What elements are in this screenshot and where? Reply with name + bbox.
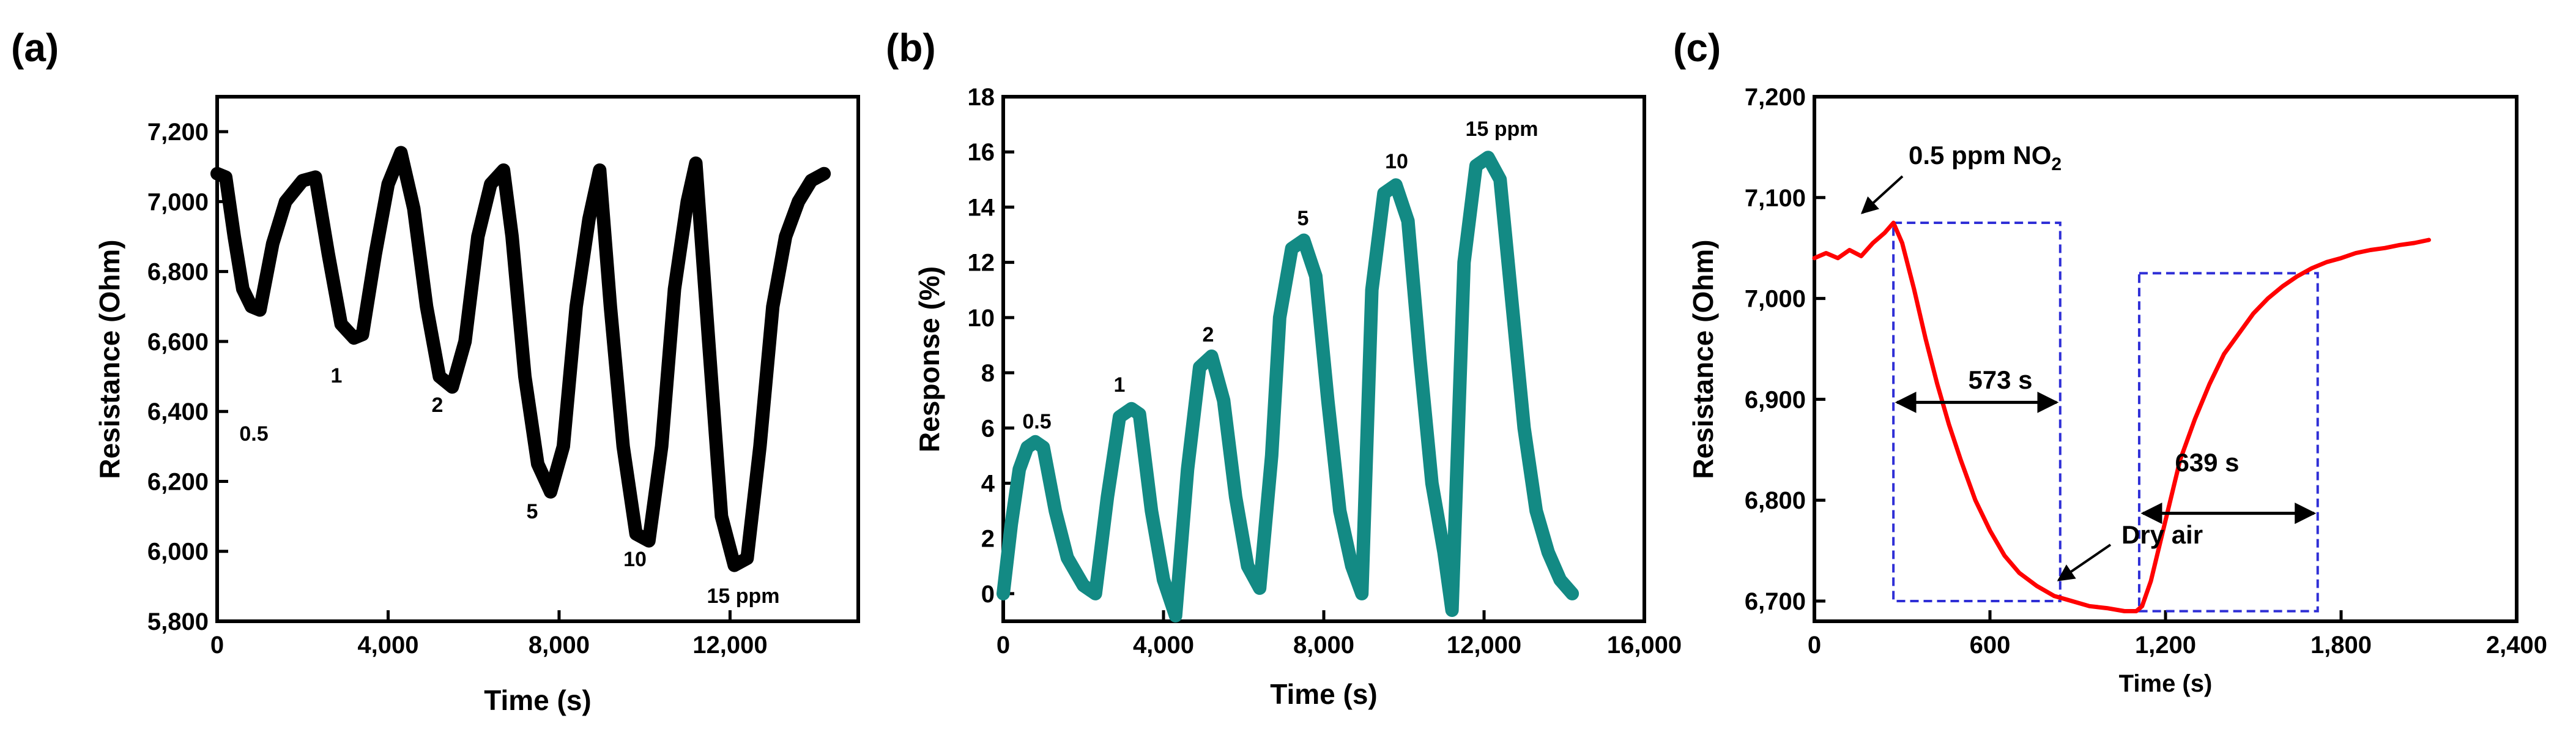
y-tick-label: 6,800 <box>1745 487 1806 514</box>
y-tick-label: 2 <box>981 526 995 553</box>
x-tick-label: 12,000 <box>1447 632 1521 659</box>
y-tick-label: 4 <box>981 470 995 497</box>
y-tick-label: 6,600 <box>147 329 209 356</box>
recovery-time-label: 639 s <box>2175 448 2239 477</box>
panel-a-label-1: 1 <box>331 364 343 387</box>
y-tick-label: 7,000 <box>1745 286 1806 313</box>
x-tick-label: 8,000 <box>529 632 590 659</box>
gas-label: 0.5 ppm NO2 <box>1909 141 2062 174</box>
panel-b-label-2: 2 <box>1203 323 1214 346</box>
x-tick-label: 2,400 <box>2486 632 2547 659</box>
y-tick-label: 18 <box>968 84 995 111</box>
y-tick-label: 5,800 <box>147 608 209 635</box>
panel-b-label-1: 1 <box>1114 373 1126 397</box>
panel-a-frame <box>215 95 860 623</box>
x-tick-label: 0 <box>1808 632 1821 659</box>
gas-pointer-arrow <box>1860 175 1904 214</box>
x-tick-label: 600 <box>1970 632 2011 659</box>
panel-a-label-0-5: 0.5 <box>239 422 268 446</box>
gas-label-main: 0.5 ppm NO <box>1909 141 2051 170</box>
x-tick-label: 4,000 <box>357 632 418 659</box>
panel-a-series-line <box>210 146 831 572</box>
air-label: Dry air <box>2121 520 2203 549</box>
y-tick-label: 8 <box>981 360 995 387</box>
panel-a-ticks: 0 4,000 8,000 12,000 5,800 6,000 6,200 6,400 6,6… <box>147 119 768 659</box>
y-tick-label: 7,200 <box>147 119 209 146</box>
panel-a-label-10: 10 <box>623 548 647 571</box>
y-tick-label: 7,000 <box>147 189 209 215</box>
x-tick-label: 0 <box>997 632 1010 659</box>
x-tick-label: 8,000 <box>1293 632 1354 659</box>
panel-c-ticks: 0 600 1,200 1,800 2,400 6,700 6,800 6,900 7,000 7… <box>1745 84 2547 659</box>
panel-a-label: (a) <box>11 26 59 70</box>
y-tick-label: 6,800 <box>147 259 209 286</box>
y-tick-label: 6,900 <box>1745 386 1806 413</box>
panel-a-label-15ppm: 15 ppm <box>707 585 779 608</box>
panel-b-label-15ppm: 15 ppm <box>1465 118 1538 141</box>
y-tick-label: 6,700 <box>1745 588 1806 615</box>
panel-a-label-5: 5 <box>527 500 538 523</box>
panel-c-label: (c) <box>1673 26 1721 70</box>
y-tick-label: 10 <box>968 305 995 332</box>
panel-b-label: (b) <box>886 26 936 70</box>
y-tick-label: 14 <box>968 194 995 221</box>
y-tick-label: 7,200 <box>1745 84 1806 111</box>
panel-b-label-10: 10 <box>1385 150 1408 173</box>
x-tick-label: 1,200 <box>2135 632 2196 659</box>
panel-c-ylabel: Resistance (Ohm) <box>1687 239 1719 479</box>
response-time-box <box>1892 222 2062 603</box>
panel-a-ylabel: Resistance (Ohm) <box>94 239 125 479</box>
panel-a-xlabel: Time (s) <box>484 684 592 716</box>
response-time-label: 573 s <box>1968 365 2032 394</box>
panel-b-label-5: 5 <box>1297 207 1309 230</box>
y-tick-label: 7,100 <box>1745 185 1806 212</box>
x-tick-label: 12,000 <box>692 632 767 659</box>
panel-b-series-line <box>997 151 1579 622</box>
y-tick-label: 6,000 <box>147 539 209 566</box>
panel-b-ylabel: Response (%) <box>913 266 945 452</box>
y-tick-label: 6,400 <box>147 398 209 425</box>
y-tick-label: 0 <box>981 581 995 608</box>
y-tick-label: 16 <box>968 139 995 166</box>
x-tick-label: 0 <box>210 632 224 659</box>
panel-c: 0 600 1,200 1,800 2,400 6,700 6,800 6,900 7,000 7… <box>1687 84 2547 697</box>
panel-a-label-2: 2 <box>432 394 444 417</box>
panel-b-xlabel: Time (s) <box>1270 678 1378 710</box>
recovery-time-box <box>2137 272 2319 613</box>
panel-c-xlabel: Time (s) <box>2119 670 2213 697</box>
panel-b-label-0-5: 0.5 <box>1022 410 1051 433</box>
y-tick-label: 12 <box>968 250 995 277</box>
y-tick-label: 6 <box>981 415 995 442</box>
x-tick-label: 1,800 <box>2311 632 2372 659</box>
y-tick-label: 6,200 <box>147 468 209 495</box>
x-tick-label: 16,000 <box>1607 632 1682 659</box>
air-pointer-arrow <box>2057 544 2112 581</box>
x-tick-label: 4,000 <box>1133 632 1194 659</box>
gas-label-subscript: 2 <box>2051 154 2062 174</box>
panel-a: 0 4,000 8,000 12,000 5,800 6,000 6,200 6,400 6,6… <box>94 95 860 716</box>
panel-c-series-line <box>1812 220 2431 613</box>
